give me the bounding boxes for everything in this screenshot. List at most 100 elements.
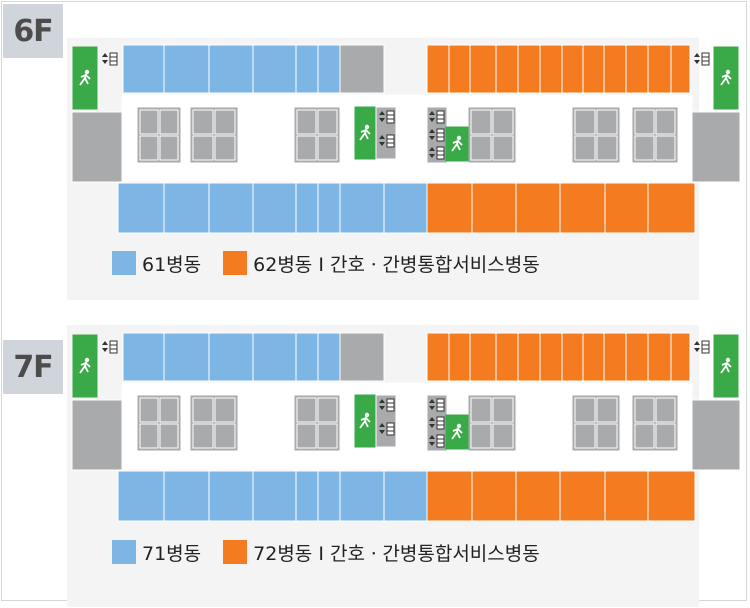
elevator-icon — [694, 341, 700, 352]
elevator-car — [701, 340, 710, 354]
elevator-icon — [429, 399, 435, 410]
legend-swatch-blue — [112, 251, 136, 275]
ward-room-orange — [647, 332, 672, 382]
room-cell — [492, 423, 514, 449]
room-cell — [596, 397, 618, 423]
exit-figure-body — [359, 128, 371, 141]
elevator-icon — [429, 147, 435, 158]
ward-room-blue — [295, 470, 319, 522]
legend-label-ward-a: 71병동 — [142, 542, 202, 565]
ward-room-blue — [317, 44, 341, 94]
room-cell — [634, 397, 655, 423]
elevator-icon — [379, 423, 385, 434]
ward-room-orange — [559, 470, 606, 522]
room-cell — [159, 135, 179, 161]
room-cell — [574, 135, 596, 161]
room-cell — [634, 423, 655, 449]
ward-room-orange — [647, 182, 696, 234]
ward-room-orange — [561, 44, 584, 94]
exit-figure-head — [364, 124, 370, 130]
ward-room-orange — [426, 182, 473, 234]
room-cell — [596, 135, 618, 161]
exit-figure-body — [451, 139, 463, 152]
room-gray — [71, 399, 123, 471]
exit-figure-head — [84, 357, 90, 363]
exit-figure-head — [456, 423, 462, 429]
exit-figure-head — [364, 412, 370, 418]
room-cell — [655, 397, 676, 423]
elevator-icon — [429, 435, 435, 446]
ward-room-orange — [517, 44, 541, 94]
ward-room-blue — [122, 332, 165, 382]
room-cell — [655, 135, 676, 161]
ward-room-blue — [208, 182, 254, 234]
ward-room-orange — [539, 332, 563, 382]
ward-room-orange — [469, 44, 497, 94]
room-gray — [339, 332, 385, 382]
exit-figure-body — [720, 73, 732, 86]
room-cell — [192, 135, 214, 161]
ward-room-blue — [295, 332, 319, 382]
ward-room-blue — [317, 182, 341, 234]
elevator-icon — [102, 341, 108, 352]
room-cell — [296, 135, 317, 161]
ward-room-orange — [495, 44, 519, 94]
legend-swatch-blue — [112, 540, 136, 564]
room-cell — [655, 423, 676, 449]
ward-room-orange — [448, 44, 471, 94]
ward-room-blue — [252, 44, 297, 94]
exit-figure-body — [451, 427, 463, 440]
ward-room-orange — [426, 44, 450, 94]
ward-room-orange — [561, 332, 584, 382]
elevator-car — [436, 146, 445, 160]
ward-room-blue — [163, 182, 210, 234]
elevator-icon — [379, 135, 385, 146]
ward-room-orange — [515, 470, 561, 522]
room-cell — [492, 135, 514, 161]
legend-swatch-orange — [223, 251, 248, 275]
room-cell — [139, 397, 159, 423]
ward-room-blue — [339, 470, 385, 522]
ward-room-blue — [117, 470, 165, 522]
ward-room-blue — [383, 470, 428, 522]
legend: 71병동 72병동 I 간호ㆍ간병통합서비스병동 — [112, 536, 540, 568]
ward-room-orange — [495, 332, 519, 382]
ward-room-orange — [517, 332, 541, 382]
floor-7-plan — [71, 332, 741, 522]
ward-room-orange — [670, 332, 691, 382]
ward-room-blue — [163, 44, 210, 94]
elevator-car — [436, 128, 445, 142]
room-cell — [317, 109, 338, 135]
exit-figure-head — [456, 135, 462, 141]
room-gray — [691, 111, 741, 183]
room-cell — [139, 423, 159, 449]
elevator-car — [386, 134, 395, 148]
elevator-car — [436, 398, 445, 412]
ward-room-orange — [469, 332, 497, 382]
ward-room-blue — [295, 44, 319, 94]
room-cell — [574, 423, 596, 449]
room-cell — [574, 109, 596, 135]
room-cell — [470, 109, 492, 135]
ward-room-orange — [559, 182, 606, 234]
exit-figure-body — [359, 416, 371, 429]
elevator-icon — [102, 53, 108, 64]
ward-room-orange — [426, 470, 473, 522]
room-gray — [339, 44, 385, 94]
legend-label-ward-b: 72병동 I 간호ㆍ간병통합서비스병동 — [253, 542, 540, 565]
ward-room-orange — [582, 44, 605, 94]
elevator-icon — [694, 53, 700, 64]
room-cell — [317, 423, 338, 449]
room-cell — [317, 397, 338, 423]
ward-room-blue — [295, 182, 319, 234]
ward-room-orange — [604, 470, 649, 522]
ward-room-blue — [252, 182, 297, 234]
ward-room-blue — [317, 332, 341, 382]
elevator-icon — [429, 129, 435, 140]
ward-room-orange — [515, 182, 561, 234]
elevator-car — [436, 416, 445, 430]
room-cell — [159, 109, 179, 135]
ward-room-blue — [252, 470, 297, 522]
elevator-car — [436, 434, 445, 448]
ward-room-blue — [163, 470, 210, 522]
